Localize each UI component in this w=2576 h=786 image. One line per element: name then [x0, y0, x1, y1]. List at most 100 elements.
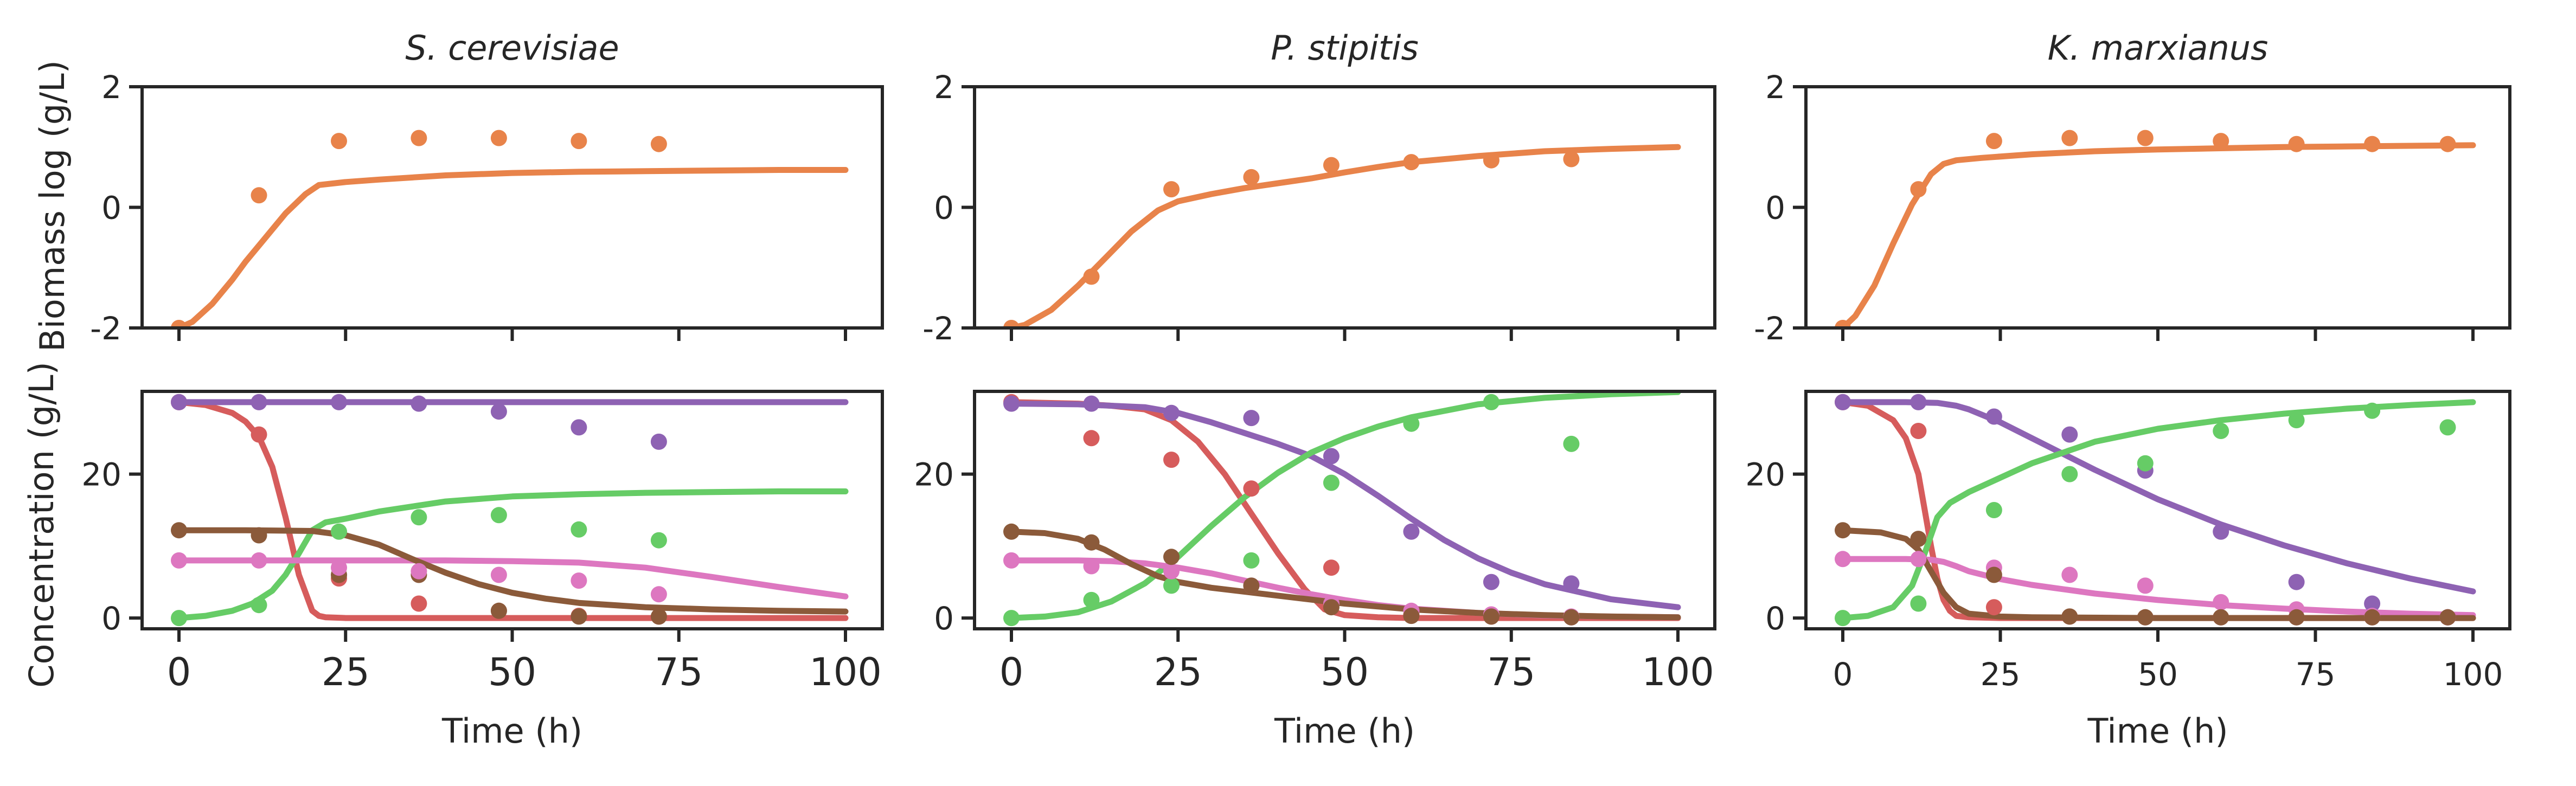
data-point-2 — [1083, 591, 1100, 608]
series-line-3 — [1840, 556, 2476, 619]
x-tick-label: 100 — [1642, 650, 1714, 694]
series-line-4 — [1840, 527, 2476, 621]
data-point-0 — [650, 136, 667, 152]
data-point-4 — [490, 602, 507, 619]
data-point-0 — [2288, 136, 2305, 152]
data-point-0 — [1003, 320, 1020, 328]
data-point-2 — [1243, 552, 1260, 569]
data-point-0 — [1323, 157, 1340, 173]
data-point-2 — [2288, 412, 2305, 429]
data-point-2 — [2213, 423, 2229, 439]
data-point-4 — [1563, 609, 1580, 626]
series-line-0 — [1008, 144, 1681, 328]
data-point-2 — [571, 521, 587, 538]
x-tick-label: 50 — [1321, 650, 1369, 694]
x-axis-label: Time (h) — [2087, 711, 2228, 751]
x-tick-label: 0 — [999, 650, 1024, 694]
data-point-0 — [331, 133, 347, 150]
chart-title: K. marxianus — [2048, 28, 2269, 68]
x-axis-label: Time (h) — [1274, 711, 1415, 751]
series-line-2 — [1840, 399, 2476, 621]
data-point-2 — [1323, 474, 1340, 491]
axes-frame — [140, 390, 884, 630]
x-axis-label: Time (h) — [441, 711, 582, 751]
data-point-2 — [1403, 415, 1420, 432]
y-tick-label: -2 — [922, 310, 954, 347]
y-tick-label: 20 — [81, 456, 121, 493]
data-point-2 — [1483, 394, 1500, 410]
data-point-0 — [2439, 136, 2456, 152]
data-point-1 — [2288, 574, 2305, 590]
y-tick-label: 0 — [1765, 190, 1785, 227]
series-line-0 — [176, 399, 849, 621]
data-point-0 — [171, 320, 187, 328]
data-point-2 — [2137, 455, 2154, 472]
data-point-5 — [571, 572, 587, 589]
ylabel-biomass: Biomass log (g/L) — [33, 60, 72, 352]
data-point-2 — [1163, 577, 1180, 594]
data-point-4 — [251, 527, 267, 544]
data-point-1 — [251, 394, 267, 410]
data-point-4 — [2061, 608, 2078, 625]
data-point-0 — [1403, 154, 1420, 171]
data-point-5 — [650, 586, 667, 603]
data-point-2 — [1563, 435, 1580, 452]
data-point-0 — [1835, 320, 1851, 328]
series-line-2 — [1008, 391, 1681, 621]
data-point-4 — [571, 608, 587, 625]
y-tick-label: 0 — [1765, 600, 1785, 637]
x-tick-label: 25 — [1981, 656, 2021, 693]
data-point-1 — [2061, 426, 2078, 443]
axes-frame — [1804, 390, 2511, 630]
plot-area — [1003, 144, 1681, 328]
data-point-4 — [1243, 577, 1260, 594]
data-point-4 — [2288, 609, 2305, 626]
data-point-1 — [650, 433, 667, 450]
data-point-1 — [1163, 404, 1180, 421]
data-point-1 — [2213, 523, 2229, 540]
y-tick-label: 2 — [934, 69, 954, 106]
data-point-0 — [2213, 133, 2229, 150]
data-point-4 — [171, 522, 187, 539]
data-point-2 — [1985, 502, 2002, 518]
x-tick-label: 75 — [1487, 650, 1535, 694]
data-point-0 — [1985, 599, 2002, 616]
data-point-3 — [1163, 563, 1180, 579]
data-point-3 — [2213, 594, 2229, 610]
data-point-0 — [1243, 480, 1260, 497]
data-point-3 — [1835, 551, 1851, 568]
axes-frame — [1804, 85, 2511, 330]
axes-frame — [973, 390, 1716, 630]
y-tick-label: -2 — [90, 310, 121, 347]
y-tick-label: 0 — [934, 600, 954, 637]
data-point-1 — [1243, 410, 1260, 427]
data-point-1 — [1003, 395, 1020, 412]
y-tick-label: 0 — [101, 190, 121, 227]
data-point-1 — [411, 395, 427, 412]
data-point-1 — [1985, 408, 2002, 425]
data-point-0 — [1083, 268, 1100, 285]
data-point-4 — [1835, 522, 1851, 539]
data-point-0 — [1083, 430, 1100, 447]
data-point-2 — [2439, 419, 2456, 436]
data-point-4 — [1403, 608, 1420, 624]
data-point-1 — [171, 394, 187, 410]
x-tick-label: 0 — [167, 650, 191, 694]
data-point-0 — [251, 426, 267, 443]
data-point-4 — [1910, 531, 1927, 547]
data-point-4 — [1163, 549, 1180, 565]
data-point-0 — [571, 133, 587, 150]
data-point-1 — [2364, 595, 2381, 612]
axes-frame — [140, 85, 884, 330]
data-point-1 — [571, 419, 587, 436]
series-line-4 — [176, 527, 849, 615]
data-point-2 — [1003, 610, 1020, 627]
data-point-0 — [1910, 181, 1927, 198]
chart-title: S. cerevisiae — [405, 28, 619, 68]
data-point-2 — [171, 610, 187, 627]
data-point-1 — [331, 394, 347, 410]
axes-frame — [973, 85, 1716, 330]
series-line-1 — [1008, 401, 1681, 610]
